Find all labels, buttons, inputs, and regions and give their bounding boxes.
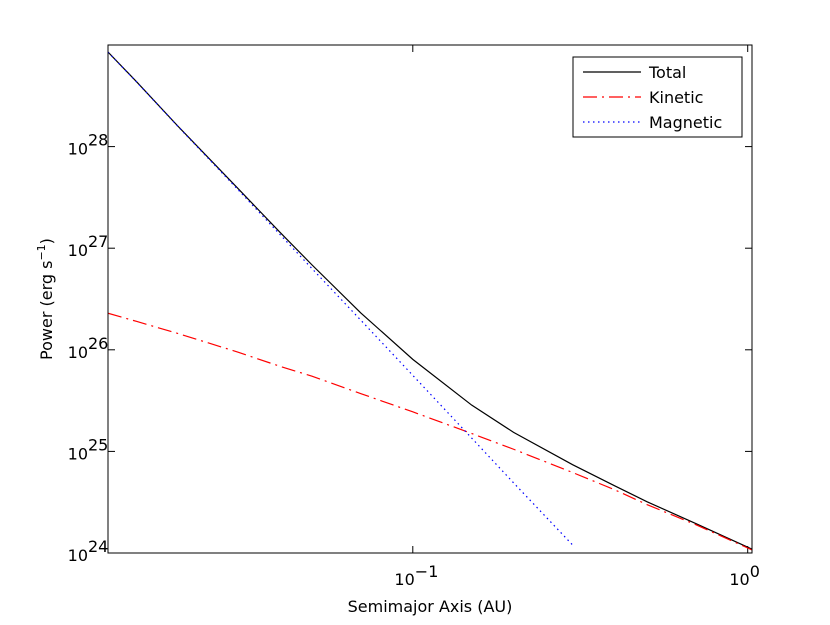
y-tick-exponent: 24 xyxy=(88,537,108,556)
y-tick-label: 10 xyxy=(68,444,88,463)
legend: Total Kinetic Magnetic xyxy=(572,56,743,138)
plot-frame xyxy=(107,44,753,554)
x-axis-label: Semimajor Axis (AU) xyxy=(348,597,513,616)
y-tick-exponent: 28 xyxy=(88,131,108,150)
x-tick-label: 10 xyxy=(729,570,749,589)
y-tick-exponent: 27 xyxy=(88,232,108,251)
legend-label: Magnetic xyxy=(649,113,722,132)
series-line xyxy=(108,312,752,551)
series-line xyxy=(108,51,574,546)
x-tick-label: 10 xyxy=(394,570,414,589)
y-tick-exponent: 25 xyxy=(88,435,108,454)
legend-box xyxy=(572,56,743,138)
y-tick-label: 10 xyxy=(68,140,88,159)
y-tick-label: 10 xyxy=(68,546,88,565)
x-tick-exponent: −1 xyxy=(415,562,439,581)
x-tick-exponent: 0 xyxy=(750,562,760,581)
y-tick-label: 10 xyxy=(68,241,88,260)
legend-label: Total xyxy=(648,63,686,82)
y-axis-label-suffix: ) xyxy=(37,238,56,244)
y-axis-label-text: Power (erg s xyxy=(37,261,56,360)
y-tick-label: 10 xyxy=(68,343,88,362)
y-tick-exponent: 26 xyxy=(88,334,108,353)
legend-label: Kinetic xyxy=(649,88,703,107)
y-axis-label: Power (erg s−1) xyxy=(35,238,56,360)
y-axis-label-superscript: −1 xyxy=(35,244,48,260)
